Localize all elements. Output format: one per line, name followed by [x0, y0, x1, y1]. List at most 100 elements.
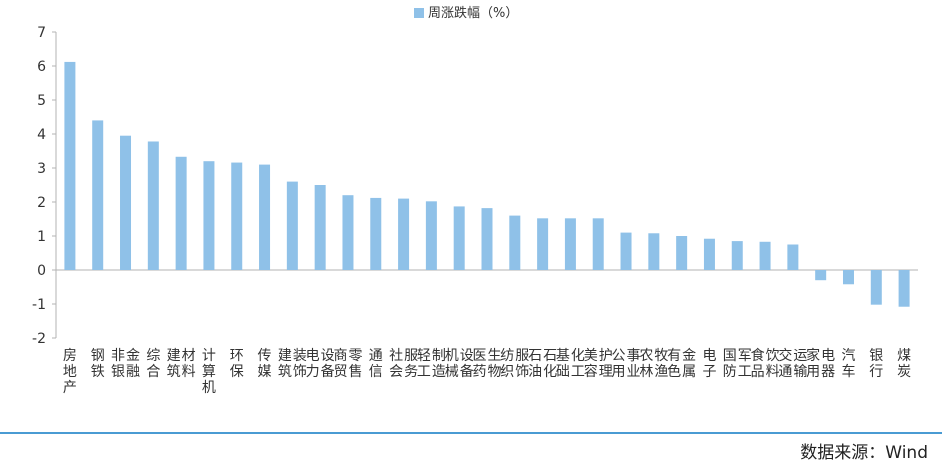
bar	[842, 270, 854, 285]
svg-text:钢铁: 钢铁	[91, 348, 105, 380]
svg-text:石化: 石化	[543, 348, 557, 380]
bar	[592, 218, 604, 270]
svg-text:设备: 设备	[460, 348, 474, 380]
svg-text:石油: 石油	[528, 348, 542, 380]
svg-text:银行: 银行	[869, 348, 883, 380]
svg-text:饮料: 饮料	[766, 348, 780, 380]
svg-text:装饰: 装饰	[293, 348, 307, 380]
svg-text:非银: 非银	[111, 348, 125, 380]
svg-text:建筑: 建筑	[278, 348, 292, 380]
svg-text:综合: 综合	[146, 348, 160, 380]
svg-text:国防: 国防	[723, 348, 737, 380]
svg-text:化工: 化工	[571, 348, 585, 380]
bar	[425, 201, 437, 270]
y-tick-label: 4	[37, 127, 46, 143]
bar	[92, 120, 104, 271]
legend: 周涨跌幅（%）	[414, 5, 518, 21]
svg-text:环保: 环保	[230, 348, 244, 380]
bar	[203, 161, 215, 270]
svg-text:商贸: 商贸	[333, 348, 347, 380]
svg-text:材料: 材料	[182, 348, 196, 380]
bar	[731, 241, 743, 270]
svg-text:护理: 护理	[599, 348, 613, 380]
bar	[648, 233, 660, 270]
svg-text:零售: 零售	[348, 348, 362, 380]
bar	[564, 218, 576, 270]
svg-text:煤炭: 煤炭	[897, 348, 911, 380]
svg-text:公用: 公用	[612, 348, 626, 380]
svg-text:纺织: 纺织	[500, 348, 514, 380]
bar	[398, 198, 410, 270]
svg-text:设备: 设备	[321, 348, 335, 380]
bar	[815, 270, 827, 281]
chart-canvas: 周涨跌幅（%）76543210-1-2房地产钢铁非银金融综合建筑材料计算机环保传…	[32, 5, 918, 396]
svg-text:服饰: 服饰	[515, 348, 529, 380]
bar	[231, 162, 243, 270]
y-tick-label: 6	[37, 59, 46, 75]
svg-text:计算机: 计算机	[202, 348, 216, 396]
y-tick-label: 0	[37, 263, 46, 279]
bar	[120, 135, 132, 270]
y-tick-label: 1	[37, 229, 46, 245]
svg-text:事业: 事业	[627, 348, 641, 380]
svg-text:轻工: 轻工	[417, 348, 431, 380]
svg-text:通信: 通信	[369, 348, 383, 380]
svg-text:电器: 电器	[821, 348, 835, 380]
svg-text:生物: 生物	[488, 348, 502, 380]
x-tick-label: 银行	[869, 348, 883, 380]
bar	[703, 238, 715, 270]
x-tick-label: 传媒	[258, 348, 272, 380]
bar	[259, 164, 271, 270]
svg-text:制造: 制造	[432, 348, 446, 380]
x-tick-label: 通信	[369, 348, 383, 380]
svg-text:传媒: 传媒	[258, 348, 272, 380]
bar	[286, 181, 298, 270]
svg-text:电力: 电力	[306, 348, 320, 380]
bar	[64, 61, 76, 270]
bar	[620, 232, 632, 270]
svg-text:交通: 交通	[778, 347, 792, 380]
legend-label: 周涨跌幅（%）	[428, 5, 518, 21]
y-tick-label: -2	[32, 331, 46, 347]
svg-text:运输: 运输	[793, 348, 807, 380]
bar	[481, 208, 493, 270]
svg-text:食品: 食品	[751, 347, 765, 380]
bar	[147, 141, 159, 270]
legend-swatch	[414, 8, 424, 18]
svg-text:军工: 军工	[738, 348, 752, 380]
svg-text:建筑: 建筑	[167, 348, 181, 380]
y-tick-label: 5	[37, 93, 46, 109]
svg-text:汽车: 汽车	[841, 348, 855, 380]
svg-text:基础: 基础	[556, 347, 570, 380]
bar	[787, 244, 799, 270]
x-tick-label: 电子	[702, 348, 716, 380]
source-divider	[0, 432, 942, 434]
bar	[898, 270, 910, 307]
svg-text:机械: 机械	[445, 348, 459, 380]
bar	[175, 156, 187, 270]
bar	[453, 206, 465, 270]
bar	[870, 270, 882, 305]
bar	[676, 236, 688, 270]
x-tick-label: 钢铁	[91, 348, 105, 380]
svg-text:农林: 农林	[639, 348, 653, 380]
svg-text:社会: 社会	[389, 348, 403, 380]
y-tick-label: 3	[37, 161, 46, 177]
svg-text:电子: 电子	[702, 348, 716, 380]
